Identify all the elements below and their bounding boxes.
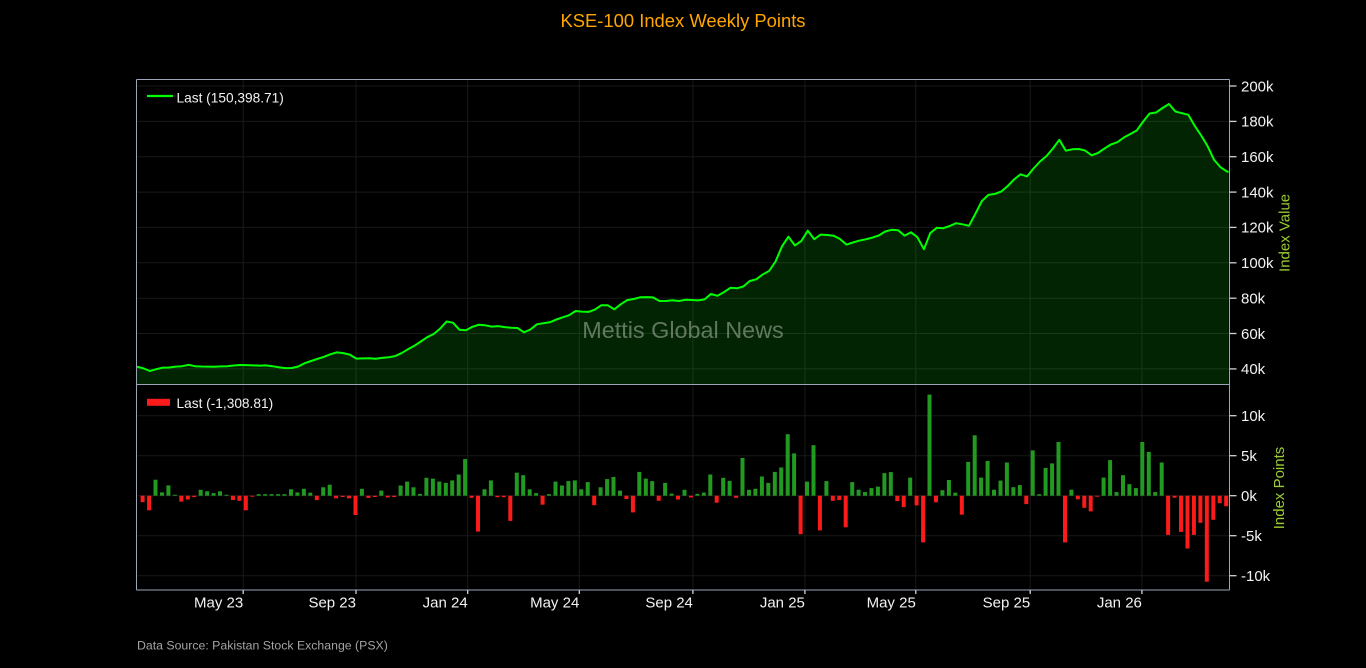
svg-text:Sep 25: Sep 25 <box>983 595 1031 612</box>
svg-text:60k: 60k <box>1241 326 1266 343</box>
svg-text:180k: 180k <box>1241 114 1274 131</box>
svg-text:80k: 80k <box>1241 291 1266 308</box>
svg-text:40k: 40k <box>1241 361 1266 378</box>
svg-text:120k: 120k <box>1241 220 1274 237</box>
svg-text:Sep 23: Sep 23 <box>308 595 356 612</box>
svg-text:May 24: May 24 <box>530 595 579 612</box>
svg-text:Last (-1,308.81): Last (-1,308.81) <box>177 396 274 411</box>
svg-text:Mettis Global News: Mettis Global News <box>582 317 783 343</box>
svg-text:KSE-100 Index Weekly Points: KSE-100 Index Weekly Points <box>561 10 806 31</box>
svg-text:Jan 26: Jan 26 <box>1097 595 1142 612</box>
svg-text:10k: 10k <box>1241 408 1266 425</box>
svg-text:Index Points: Index Points <box>1271 447 1288 530</box>
svg-text:-5k: -5k <box>1241 528 1262 545</box>
svg-text:5k: 5k <box>1241 448 1257 465</box>
svg-text:Last (150,398.71): Last (150,398.71) <box>177 90 284 105</box>
svg-text:Index Value: Index Value <box>1277 194 1294 272</box>
svg-text:-10k: -10k <box>1241 568 1271 585</box>
svg-text:Sep 24: Sep 24 <box>645 595 693 612</box>
svg-text:200k: 200k <box>1241 78 1274 95</box>
svg-text:140k: 140k <box>1241 184 1274 201</box>
svg-text:May 25: May 25 <box>867 595 916 612</box>
svg-text:May 23: May 23 <box>194 595 243 612</box>
svg-text:Jan 24: Jan 24 <box>423 595 468 612</box>
svg-text:Data Source: Pakistan Stock Ex: Data Source: Pakistan Stock Exchange (PS… <box>137 639 388 653</box>
svg-text:Jan 25: Jan 25 <box>760 595 805 612</box>
svg-text:0k: 0k <box>1241 488 1257 505</box>
svg-text:100k: 100k <box>1241 255 1274 272</box>
svg-text:160k: 160k <box>1241 149 1274 166</box>
